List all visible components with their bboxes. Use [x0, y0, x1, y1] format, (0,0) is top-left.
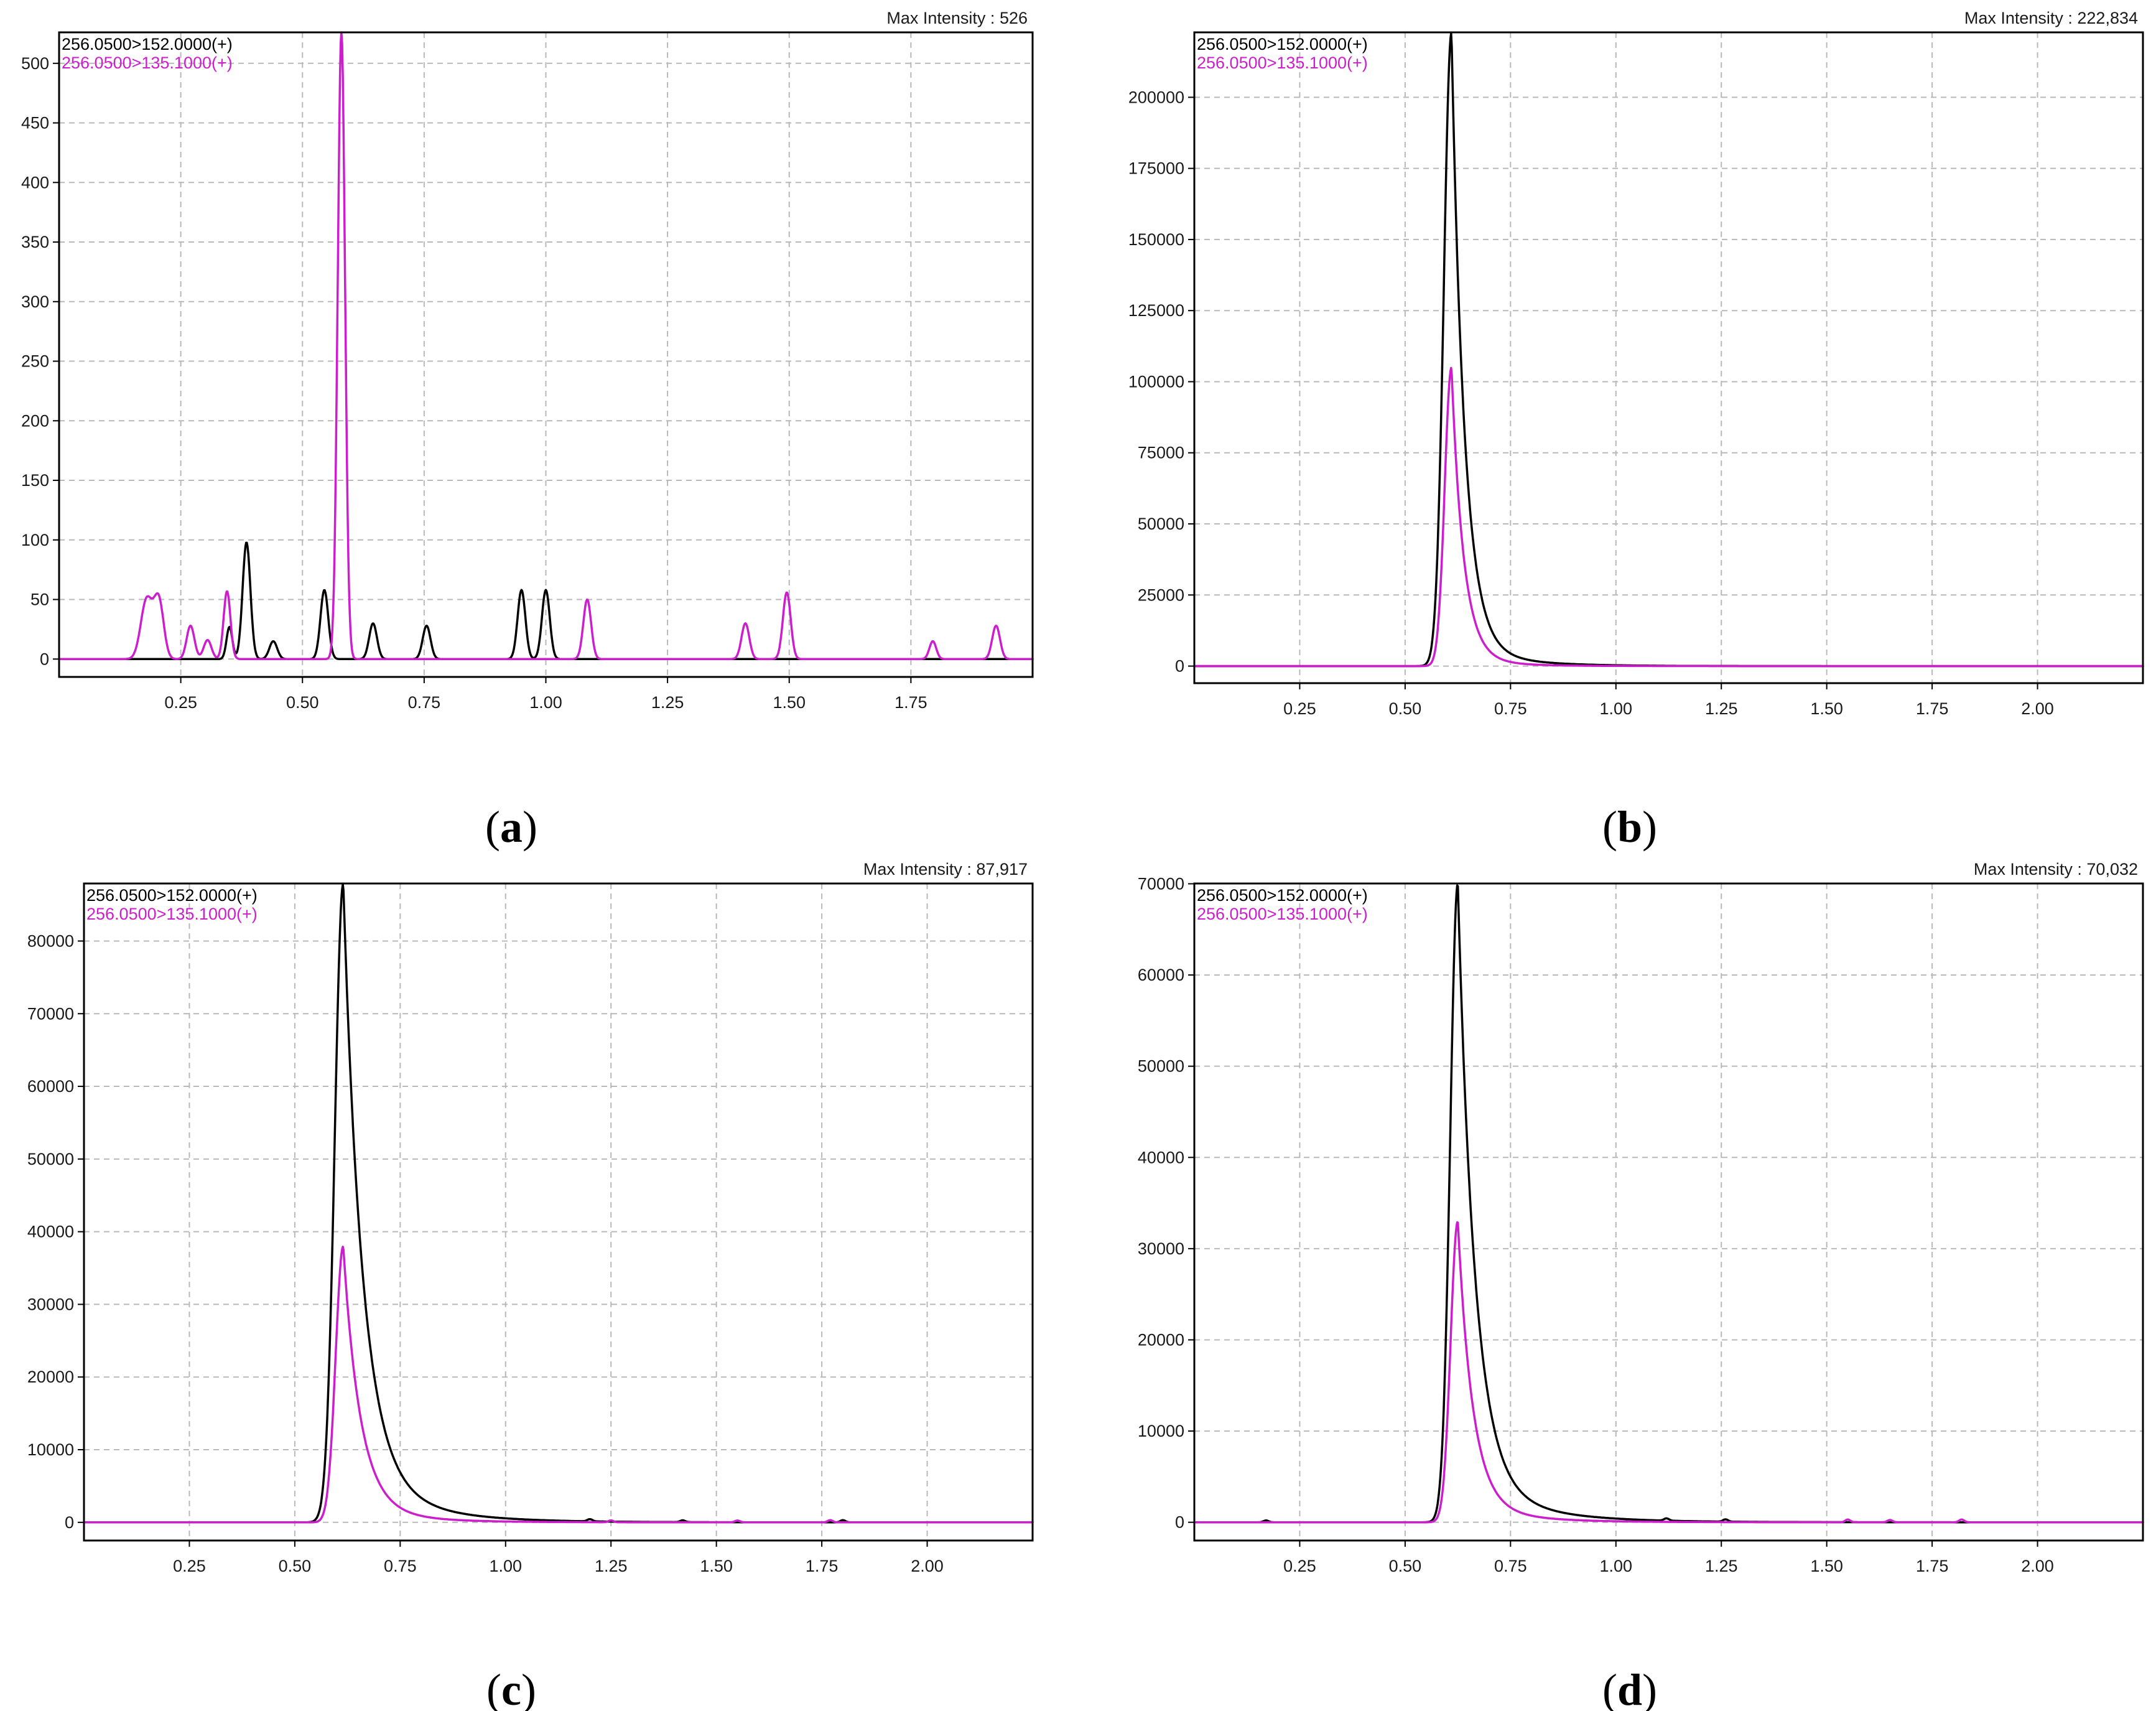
y-tick-label: 400 — [21, 173, 49, 192]
legend-entry-1: 256.0500>152.0000(+) — [1197, 35, 1368, 54]
y-tick-label: 125000 — [1128, 301, 1184, 320]
x-tick-label: 1.75 — [894, 693, 927, 712]
legend-entry-1: 256.0500>152.0000(+) — [86, 886, 258, 905]
legend-entry-1: 256.0500>152.0000(+) — [62, 35, 233, 54]
y-tick-label: 10000 — [27, 1440, 74, 1459]
y-tick-label: 80000 — [27, 931, 74, 950]
x-tick-label: 0.25 — [1283, 1557, 1316, 1575]
y-tick-label: 100 — [21, 531, 49, 549]
max-intensity-readout: Max Intensity : 87,917 — [863, 860, 1028, 879]
plot-frame — [83, 882, 1034, 1542]
x-tick-label: 0.25 — [164, 693, 197, 712]
legend-entry-2: 256.0500>135.1000(+) — [1197, 905, 1368, 923]
x-tick-label: 2.00 — [2021, 699, 2054, 718]
x-tick-label: 1.50 — [773, 693, 806, 712]
y-tick-label: 0 — [65, 1513, 74, 1532]
y-tick-label: 0 — [40, 650, 49, 668]
panel-caption: (d) — [1602, 1665, 1657, 1711]
y-tick-label: 30000 — [1138, 1239, 1184, 1258]
legend-entry-2: 256.0500>135.1000(+) — [62, 54, 233, 72]
y-tick-label: 50 — [30, 590, 49, 609]
legend-entry-2: 256.0500>135.1000(+) — [1197, 54, 1368, 72]
x-tick-label: 0.50 — [279, 1557, 312, 1575]
x-tick-label: 0.25 — [1283, 699, 1316, 718]
y-tick-label: 20000 — [27, 1368, 74, 1386]
y-tick-label: 40000 — [1138, 1148, 1184, 1167]
y-tick-label: 0 — [1175, 1513, 1184, 1532]
x-tick-label: 1.00 — [1599, 1557, 1632, 1575]
y-tick-label: 10000 — [1138, 1422, 1184, 1440]
panel-caption: (a) — [485, 802, 537, 852]
x-tick-label: 1.75 — [1916, 699, 1949, 718]
x-tick-label: 0.25 — [173, 1557, 206, 1575]
y-tick-label: 25000 — [1138, 585, 1184, 604]
y-tick-label: 150 — [21, 471, 49, 490]
plot-frame — [1193, 31, 2144, 684]
chart-panel-b: 0.25 0.50 0.75 1.00 1.25 1.50 1.75 2.00 0 25000 50… — [1128, 9, 2144, 852]
chart-panel-c: 0.25 0.50 0.75 1.00 1.25 1.50 1.75 2.00 0 10000 20… — [27, 860, 1034, 1711]
y-tick-label: 60000 — [1138, 966, 1184, 984]
legend-entry-2: 256.0500>135.1000(+) — [86, 905, 258, 923]
x-tick-label: 0.50 — [1389, 1557, 1422, 1575]
trace-series-2 — [1193, 1221, 2144, 1524]
y-tick-label: 200 — [21, 411, 49, 430]
y-tick-label: 75000 — [1138, 444, 1184, 462]
y-tick-label: 100000 — [1128, 372, 1184, 391]
x-tick-label: 1.25 — [1705, 699, 1738, 718]
x-tick-label: 1.75 — [806, 1557, 839, 1575]
trace-series-2 — [58, 31, 1034, 661]
x-tick-label: 0.50 — [286, 693, 319, 712]
y-tick-label: 20000 — [1138, 1330, 1184, 1349]
x-tick-label: 1.00 — [1599, 699, 1632, 718]
y-tick-label: 500 — [21, 54, 49, 73]
y-tick-label: 50000 — [1138, 515, 1184, 533]
x-tick-label: 2.00 — [2021, 1557, 2054, 1575]
x-tick-label: 0.75 — [1494, 699, 1527, 718]
panel-caption: (b) — [1602, 802, 1657, 852]
y-tick-label: 350 — [21, 233, 49, 251]
x-tick-label: 1.00 — [529, 693, 562, 712]
x-tick-label: 2.00 — [911, 1557, 944, 1575]
x-tick-label: 0.75 — [408, 693, 441, 712]
y-tick-label: 70000 — [27, 1004, 74, 1023]
trace-series-2 — [1193, 366, 2144, 668]
y-tick-label: 150000 — [1128, 230, 1184, 249]
x-tick-label: 1.50 — [700, 1557, 733, 1575]
legend-entry-1: 256.0500>152.0000(+) — [1197, 886, 1368, 905]
trace-series-2 — [83, 1246, 1034, 1524]
y-tick-label: 0 — [1175, 657, 1184, 676]
y-tick-label: 175000 — [1128, 159, 1184, 178]
y-tick-label: 300 — [21, 292, 49, 311]
x-tick-label: 1.00 — [489, 1557, 522, 1575]
x-tick-label: 1.50 — [1810, 1557, 1843, 1575]
y-tick-label: 70000 — [1138, 874, 1184, 893]
x-tick-label: 1.25 — [651, 693, 684, 712]
chart-panel-d: 0.25 0.50 0.75 1.00 1.25 1.50 1.75 2.00 0 10000 20… — [1138, 860, 2144, 1711]
y-tick-label: 50000 — [27, 1150, 74, 1168]
max-intensity-readout: Max Intensity : 526 — [886, 9, 1028, 27]
y-tick-label: 250 — [21, 352, 49, 371]
x-tick-label: 0.50 — [1389, 699, 1422, 718]
plot-frame — [1193, 882, 2144, 1542]
y-tick-label: 200000 — [1128, 88, 1184, 106]
x-tick-label: 1.25 — [595, 1557, 628, 1575]
y-tick-label: 450 — [21, 114, 49, 133]
x-tick-label: 0.75 — [1494, 1557, 1527, 1575]
max-intensity-readout: Max Intensity : 222,834 — [1964, 9, 2138, 27]
x-tick-label: 0.75 — [384, 1557, 417, 1575]
y-tick-label: 40000 — [27, 1223, 74, 1241]
x-tick-label: 1.25 — [1705, 1557, 1738, 1575]
y-tick-label: 60000 — [27, 1077, 74, 1096]
panel-caption: (c) — [486, 1665, 536, 1711]
chart-panel-a: 0.25 0.50 0.75 1.00 1.25 1.50 1.75 0 50 100 150 200… — [21, 9, 1034, 852]
x-tick-label: 1.50 — [1810, 699, 1843, 718]
y-tick-label: 30000 — [27, 1295, 74, 1313]
x-tick-label: 1.75 — [1916, 1557, 1949, 1575]
max-intensity-readout: Max Intensity : 70,032 — [1974, 860, 2138, 879]
y-tick-label: 50000 — [1138, 1057, 1184, 1076]
